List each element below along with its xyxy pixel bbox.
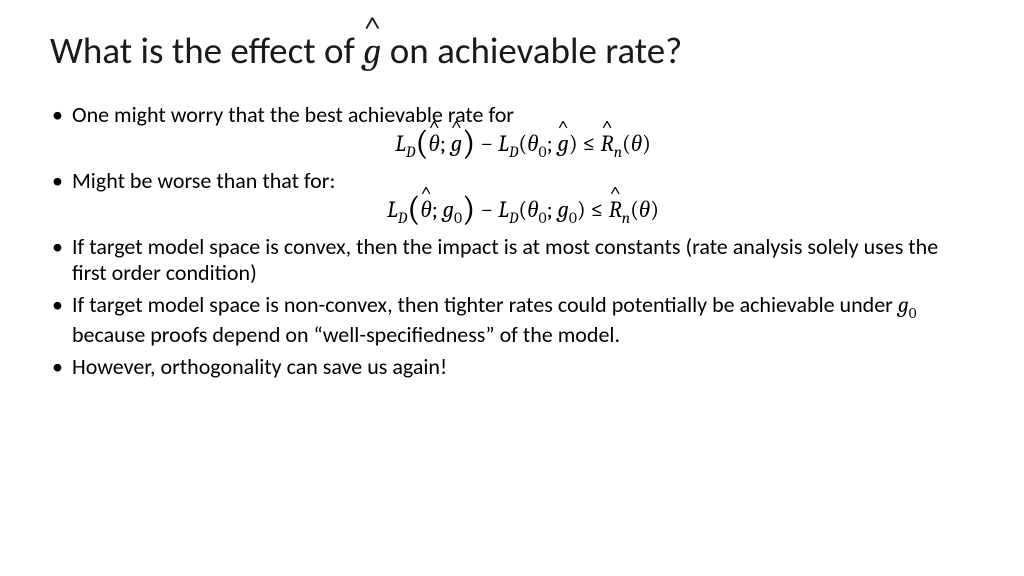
slide: What is the effect of ^g on achievable r… [0, 0, 1024, 576]
title-text-post: on achievable rate? [381, 28, 682, 73]
bullet-3: If target model space is convex, then th… [50, 234, 974, 286]
bullet-5: However, orthogonality can save us again… [50, 354, 974, 380]
bullet-4-text-post: because proofs depend on “well-specified… [72, 321, 620, 348]
bullet-1-text: One might worry that the best achievable… [72, 101, 514, 128]
bullet-4-text-pre: If target model space is non-convex, the… [72, 291, 898, 318]
bullet-5-text: However, orthogonality can save us again… [72, 353, 447, 380]
bullet-list: One might worry that the best achievable… [50, 102, 974, 380]
bullet-2: Might be worse than that for: LD(^θ; g0)… [50, 168, 974, 228]
equation-1: LD(^θ; ^g) − LD(θ0; ^g) ≤ ^Rn(θ) [72, 130, 974, 162]
title-text-pre: What is the effect of [50, 28, 363, 73]
equation-2: LD(^θ; g0) − LD(θ0; g0) ≤ ^Rn(θ) [72, 196, 974, 228]
bullet-4: If target model space is non-convex, the… [50, 292, 974, 348]
bullet-2-text: Might be worse than that for: [72, 167, 335, 194]
bullet-3-text: If target model space is convex, then th… [72, 233, 938, 286]
slide-title: What is the effect of ^g on achievable r… [50, 30, 974, 74]
title-math-g-hat: ^g [363, 31, 381, 73]
bullet-1: One might worry that the best achievable… [50, 102, 974, 162]
bullet-4-math-g0: g0 [898, 292, 917, 318]
